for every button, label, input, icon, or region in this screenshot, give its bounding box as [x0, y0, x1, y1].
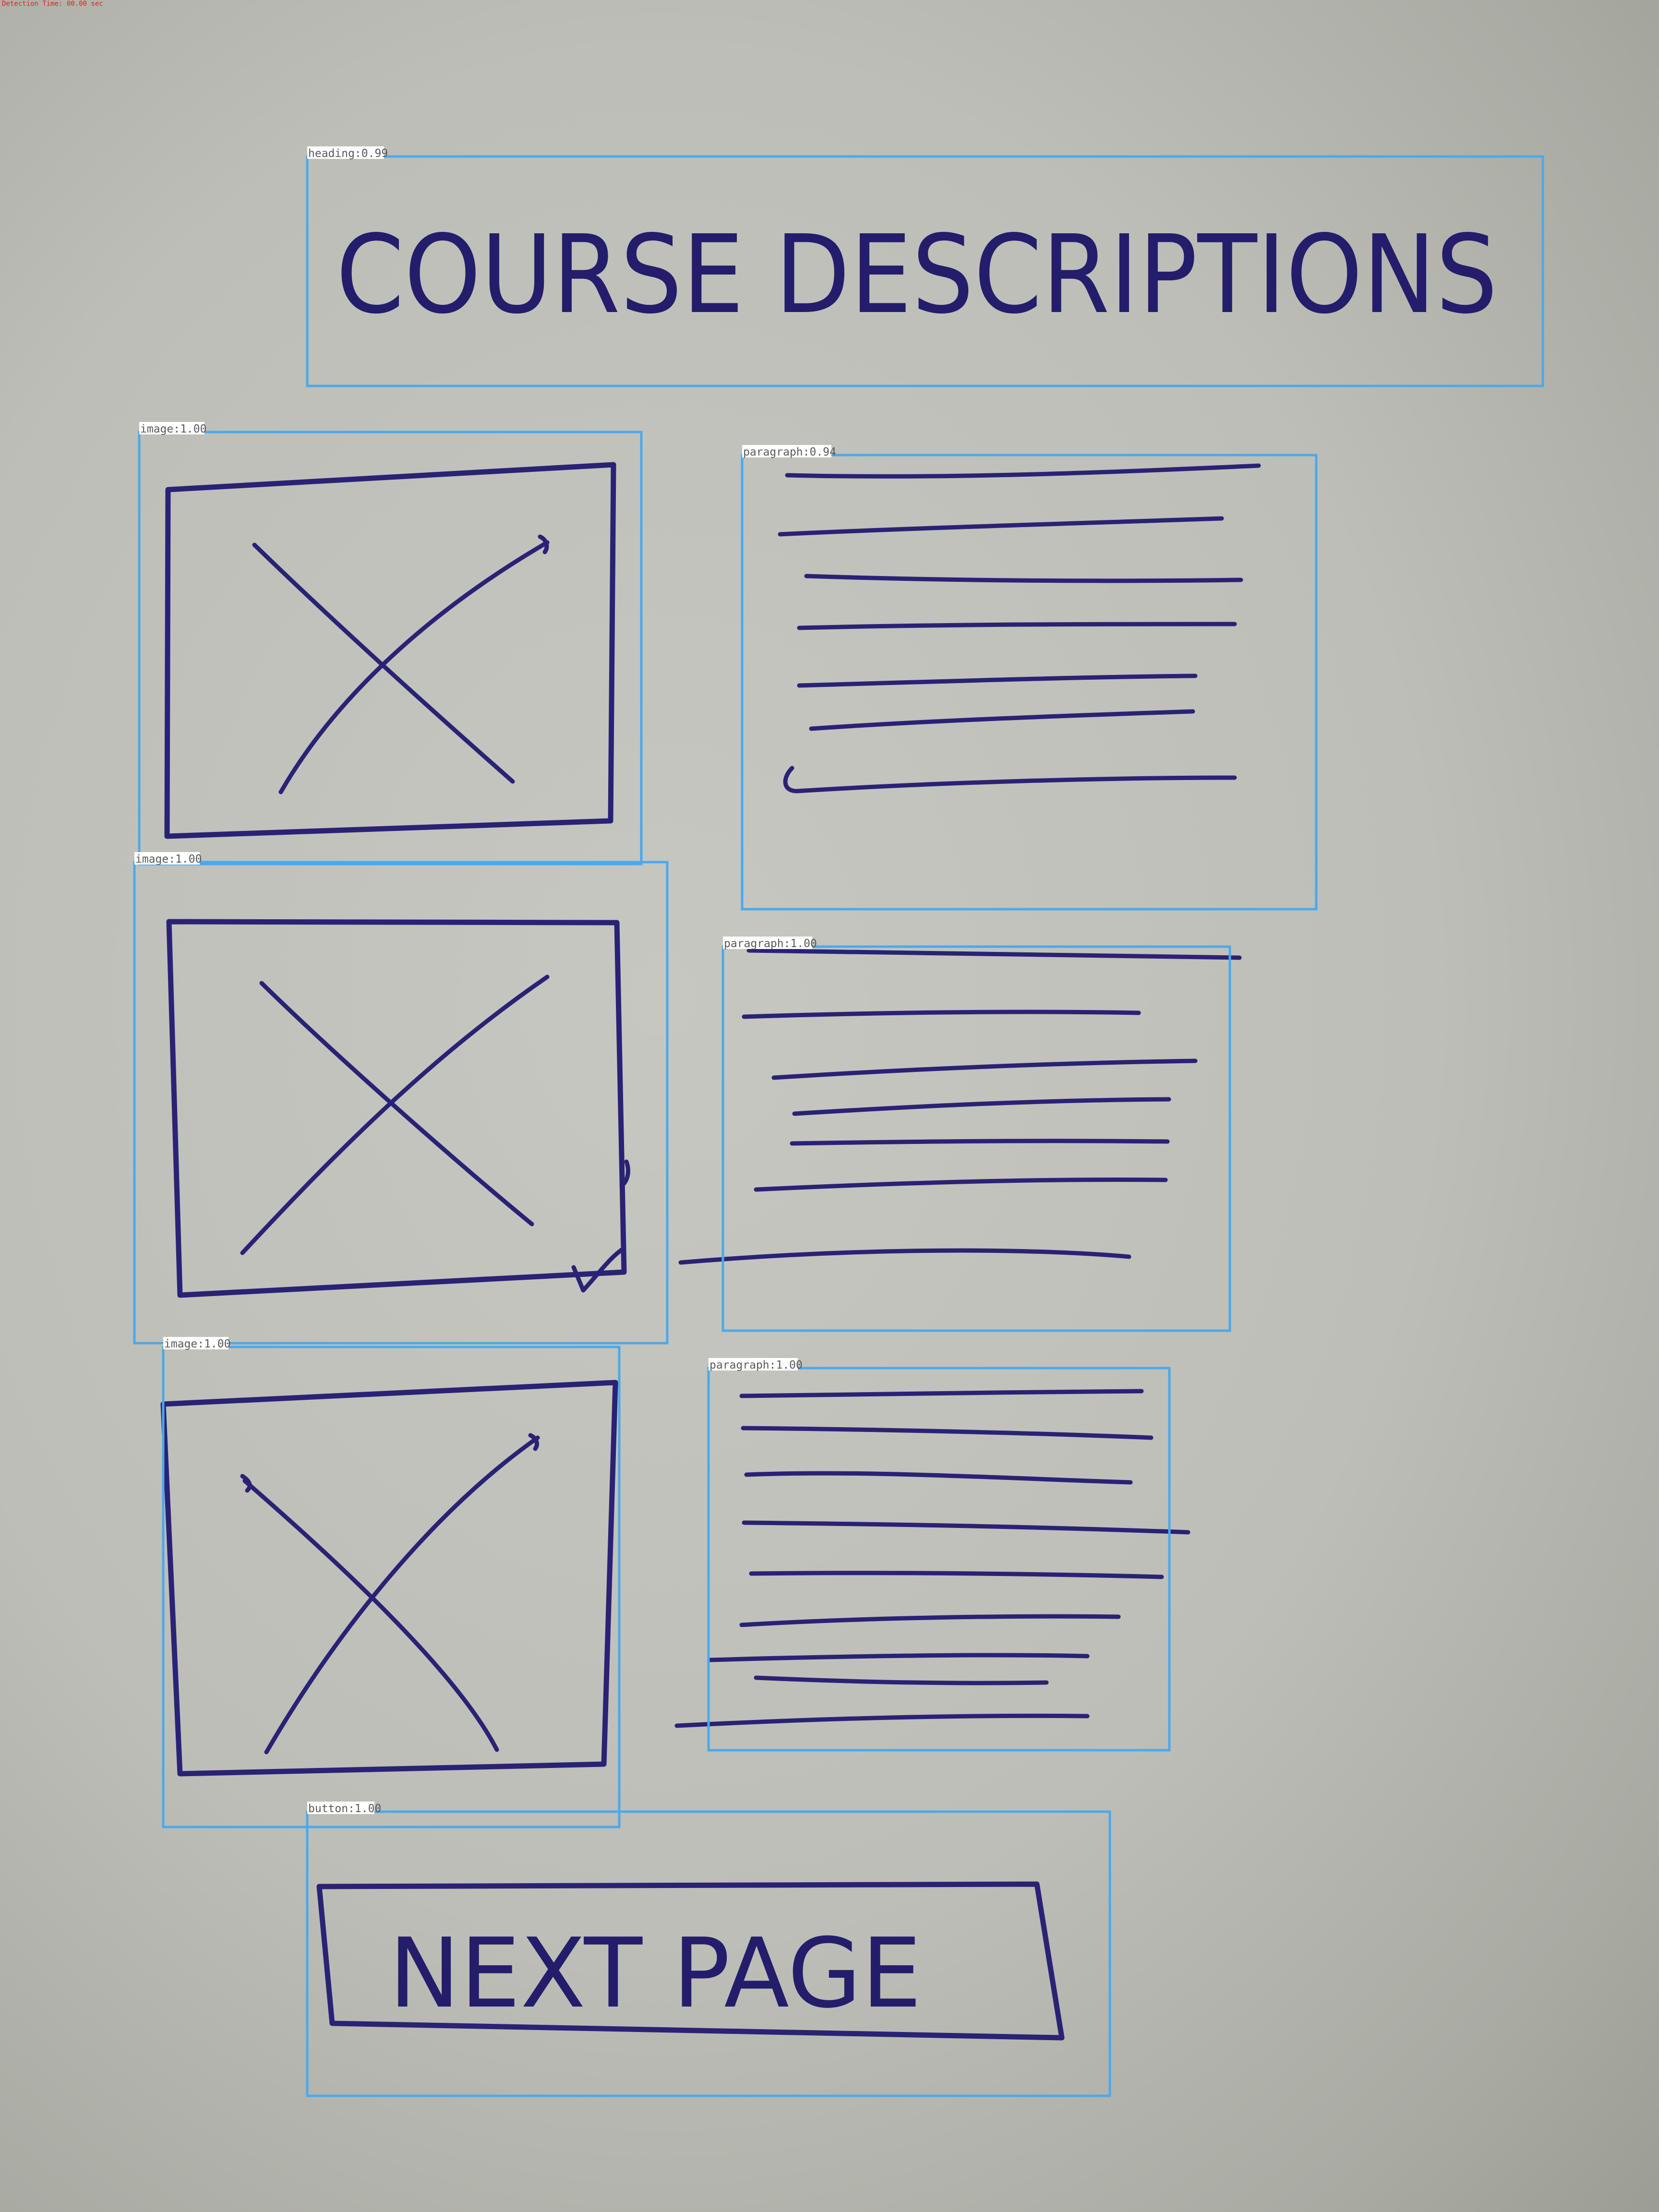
detection-paragraph-1: paragraph:0.94: [741, 445, 1318, 911]
detection-label: paragraph:1.00: [724, 938, 817, 950]
sketch-paragraph-lines-2: [678, 948, 1242, 1265]
sketch-image-placeholder-2: [166, 919, 630, 1298]
detection-button: button:1.00: [306, 1802, 1111, 2097]
detection-heading: heading:0.99: [306, 146, 1544, 387]
detection-label: image:1.00: [164, 1338, 230, 1350]
sketch-button: NEXT PAGE: [316, 1881, 1065, 2041]
sketch-paragraph-lines-3: [674, 1389, 1190, 1728]
detection-image-3: image:1.00: [162, 1337, 621, 1828]
detection-label: button:1.00: [308, 1803, 381, 1815]
detection-label: heading:0.99: [308, 147, 388, 160]
sketch-image-placeholder-1: [164, 462, 616, 839]
detection-label: paragraph:0.94: [743, 446, 836, 458]
detection-image-1: image:1.00: [138, 422, 643, 866]
detection-label: image:1.00: [140, 423, 206, 435]
detection-label: image:1.00: [135, 853, 202, 866]
detection-label: paragraph:1.00: [709, 1359, 803, 1371]
detection-image-2: image:1.00: [133, 852, 669, 1345]
sketch-paragraph-lines-1: [778, 463, 1261, 793]
sketch-image-placeholder-3: [160, 1380, 618, 1777]
detection-paragraph-3: paragraph:1.00: [707, 1358, 1171, 1752]
detection-paragraph-2: paragraph:1.00: [721, 937, 1231, 1332]
sketch-heading-text: COURSE DESCRIPTIONS: [336, 212, 1498, 338]
sketch-button-text: NEXT PAGE: [389, 1918, 922, 2030]
detection-time-tag: Detection Time: 00.00 sec: [2, 0, 103, 8]
